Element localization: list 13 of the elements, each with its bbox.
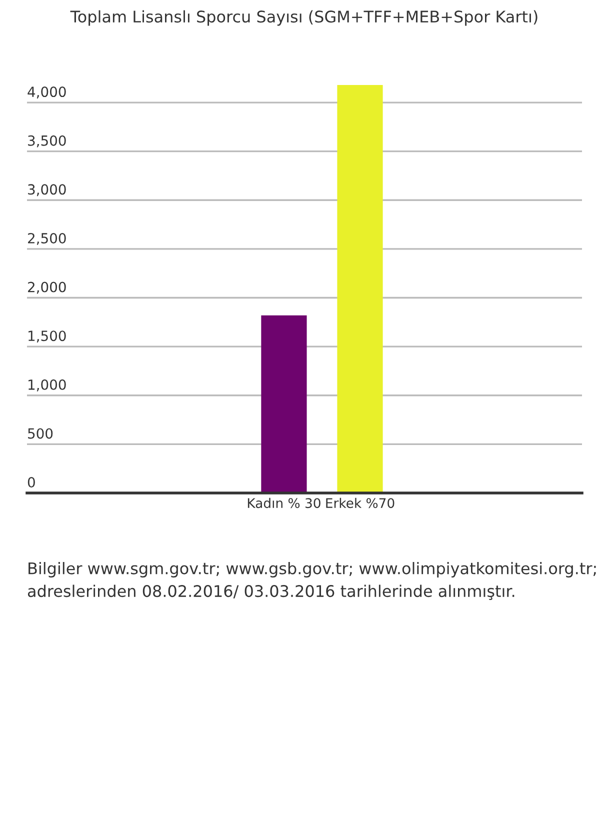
y-tick-label: 2,000: [28, 282, 66, 294]
y-tick-label: 1,000: [28, 379, 66, 392]
chart-title: Toplam Lisanslı Sporcu Sayısı (SGM+TFF+MEB+Spor Kartı): [70, 10, 538, 26]
y-tick-label: 1,500: [28, 330, 66, 343]
y-tick-label: 4,000: [28, 86, 66, 98]
x-tick-label: Erkek %70: [326, 498, 394, 508]
y-tick-label: 3,000: [28, 184, 66, 196]
y-tick-label: 3,500: [28, 135, 66, 148]
y-tick-label: 2,500: [28, 232, 66, 245]
y-tick-label: 0: [28, 477, 35, 488]
y-tick-label: 500: [28, 428, 53, 439]
x-tick-label: Kadın % 30: [248, 498, 320, 508]
text: Bilgiler www.sgm.gov.tr; www.gsb.gov.tr; www.olimpiyatkomitesi.org.tr; adreslerinden 08.02.2016/ 03.03.2016 tarihlerinde alınmıştır.: [28, 562, 596, 600]
